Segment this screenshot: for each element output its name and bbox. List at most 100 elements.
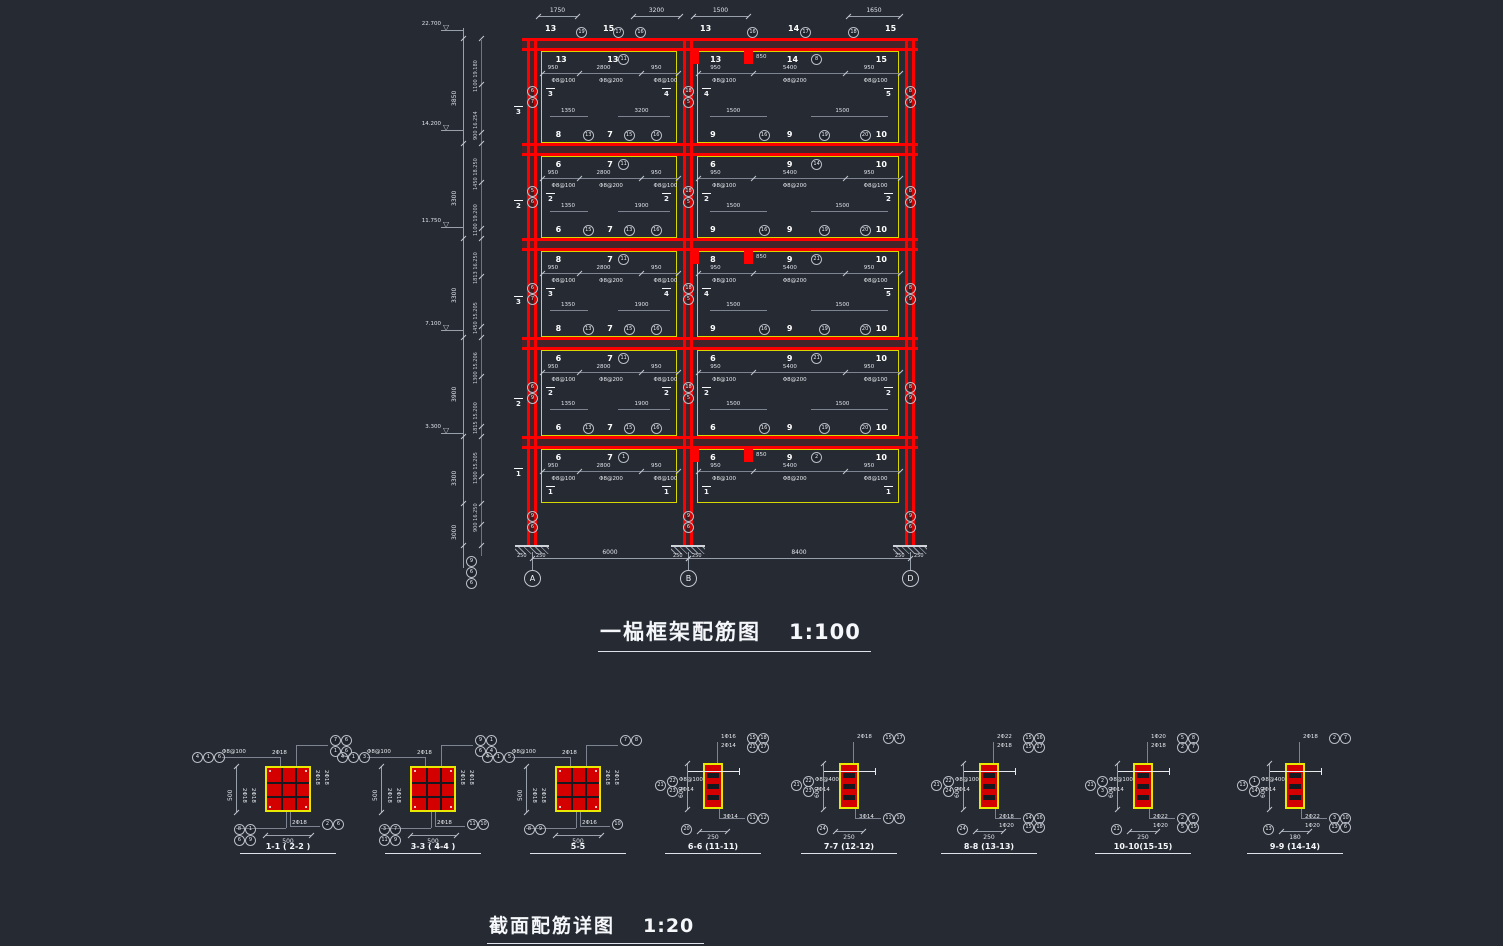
callout-circle: 9 — [905, 393, 916, 404]
frame-panel[interactable]: 13 14 15 8 950 5400 950 Φ8@100 Φ8@200 Φ8@100 4 5 150… — [695, 51, 904, 143]
frame-beam[interactable] — [522, 143, 918, 156]
callout-circle: 9 — [905, 294, 916, 305]
beam-label: 13 — [545, 24, 557, 33]
rebar-dot — [305, 806, 307, 808]
section-body — [979, 763, 999, 809]
dim-text: 2800 — [596, 463, 611, 469]
extension-tick — [875, 768, 876, 775]
frame-panel[interactable]: 6 9 10 14 950 5400 950 Φ8@100 Φ8@200 Φ8@100 2 2 1500… — [695, 156, 904, 238]
main-drawing-title[interactable]: 一榀框架配筋图 1:100 — [598, 616, 871, 652]
leader-line — [995, 818, 1021, 819]
rebar-text: 2Φ18 — [417, 750, 432, 756]
dim-text: 600 — [954, 786, 961, 798]
callout-circle: 5 — [683, 294, 694, 305]
callout-circle: 9 — [475, 735, 486, 746]
callout-circle: 20 — [859, 423, 871, 434]
rebar-text: 2Φ14 — [679, 787, 694, 793]
dim-text: 500 — [572, 838, 584, 845]
dim-text: 1500 — [712, 7, 729, 14]
callout-circle: 9 — [905, 511, 916, 522]
extension-line — [963, 771, 1015, 772]
callout-circle: 13 — [1237, 780, 1248, 791]
dim-tick — [1266, 806, 1273, 813]
dim-text: 500 — [282, 838, 294, 845]
dim-line — [688, 558, 910, 559]
section-mark: 2 — [884, 387, 893, 397]
callout-circle: 18 — [683, 382, 694, 393]
dim-line — [1129, 831, 1157, 832]
level-line — [441, 30, 463, 31]
beam-cut-mark — [744, 449, 753, 462]
grid-bubble[interactable]: A — [524, 570, 541, 587]
beam-label: 13 — [700, 24, 712, 33]
stirrup-slot — [707, 773, 719, 778]
stirrup-text: Φ8@200 — [599, 278, 623, 284]
sections-title[interactable]: 截面配筋详图 1:20 — [487, 911, 705, 944]
dim-text: 1450 15.205 — [473, 302, 479, 334]
beam-label: 9 — [786, 354, 793, 363]
section-mark: 4 — [662, 288, 671, 298]
section-mark: 2 — [546, 387, 555, 397]
grid-line — [688, 552, 689, 570]
frame-panel[interactable]: 6 7 11 950 2800 950 Φ8@100 Φ8@200 Φ8@100 2 2 1350 19… — [539, 156, 682, 238]
section-body — [1285, 763, 1305, 809]
dim-line — [618, 211, 670, 212]
dim-text: 3300 — [451, 470, 458, 486]
callout-circle: 5 — [683, 393, 694, 404]
rebar-dot — [414, 770, 416, 772]
dim-tick — [675, 369, 682, 376]
callout-circle: 6 — [527, 382, 538, 393]
callout-circle: 8 — [234, 824, 245, 835]
dim-text: 2800 — [596, 65, 611, 71]
beam-label: 6 — [555, 354, 562, 363]
section-mark: 1 — [702, 486, 711, 496]
dim-line — [542, 372, 678, 373]
rebar-text: 1Φ16 — [721, 734, 736, 740]
frame-beam[interactable] — [522, 337, 918, 350]
dim-text: 5400 — [782, 463, 797, 469]
callout-circle: 11 — [618, 159, 630, 170]
dim-text: 250 — [1137, 834, 1149, 841]
stirrup-slot — [843, 784, 855, 789]
frame-panel[interactable]: 6 9 10 21 950 5400 950 Φ8@100 Φ8@200 Φ8@100 2 2 1500… — [695, 350, 904, 436]
dim-text: 1500 — [835, 203, 850, 209]
dim-line — [811, 310, 888, 311]
frame-beam[interactable] — [522, 436, 918, 449]
dim-text: 250 — [914, 553, 924, 559]
beam-label: 8 — [555, 130, 562, 139]
grid-bubble[interactable]: B — [680, 570, 697, 587]
dim-text: 250 — [692, 553, 702, 559]
frame-beam[interactable] — [522, 238, 918, 251]
callout-circle: 17 — [613, 27, 624, 38]
frame-panel[interactable]: 8 7 11 950 2800 950 Φ8@100 Φ8@200 Φ8@100 3 4 1350 19… — [539, 251, 682, 337]
frame-panel[interactable]: 13 13 11 950 2800 950 Φ8@100 Φ8@200 Φ8@100 3 4 1350… — [539, 51, 682, 143]
extension-line — [687, 771, 739, 772]
callout-circle: 10 — [612, 819, 623, 830]
stirrup-slot — [1137, 795, 1149, 800]
callout-circle: 16 — [650, 324, 662, 335]
frame-beam[interactable] — [522, 38, 918, 51]
dim-text: 950 — [650, 170, 662, 176]
callout-circle: 2 — [1177, 742, 1188, 753]
dim-text: 1500 — [835, 302, 850, 308]
rebar-text: 2Φ22 — [1305, 814, 1320, 820]
section-mark: 2 — [662, 387, 671, 397]
frame-panel[interactable]: 8 9 10 21 950 5400 950 Φ8@100 Φ8@200 Φ8@100 4 5 1500… — [695, 251, 904, 337]
dim-line — [1117, 763, 1118, 809]
dim-line — [811, 211, 888, 212]
stirrup-line — [557, 796, 599, 798]
callout-circle: 6 — [527, 283, 538, 294]
frame-panel[interactable]: 6 7 11 950 2800 950 Φ8@100 Φ8@200 Φ8@100 2 2 1350 19… — [539, 350, 682, 436]
frame-panel[interactable]: 6 9 10 2 950 5400 950 Φ8@100 Φ8@200 Φ8@100 1 1 — [695, 449, 904, 503]
callout-circle: 4 — [192, 752, 203, 763]
rebar-text: 2Φ14 — [721, 743, 736, 749]
grid-bubble[interactable]: D — [902, 570, 919, 587]
frame-panel[interactable]: 6 7 1 950 2800 950 Φ8@100 Φ8@200 Φ8@100 1 1 — [539, 449, 682, 503]
dim-text: 1500 — [835, 401, 850, 407]
leader-line — [286, 812, 287, 828]
dim-text: 6000 — [602, 549, 618, 556]
callout-circle: 17 — [800, 27, 811, 38]
rebar-text: 2Φ18 — [241, 788, 247, 803]
leader-line — [586, 745, 618, 746]
